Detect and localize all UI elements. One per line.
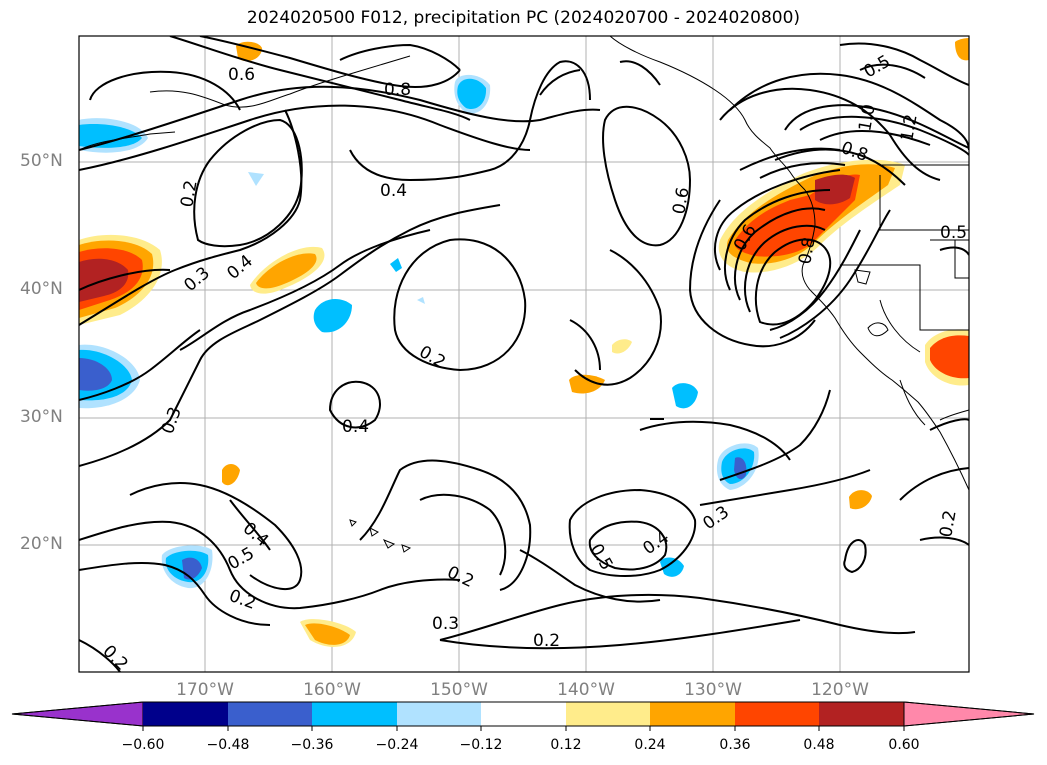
colorbar-tick-label: −0.48 — [206, 737, 250, 753]
contour-label: 0.5 — [861, 51, 894, 82]
contour-label: 1.0 — [855, 103, 879, 133]
lon-label-160w: 160°W — [303, 680, 361, 700]
colorbar-tick-label: 0.60 — [888, 737, 920, 753]
contour-label: 0.8 — [795, 236, 819, 266]
precip-pos-socal-2 — [930, 335, 969, 379]
precip-pos-160w-2 — [256, 253, 317, 289]
colorbar-bin — [143, 702, 228, 726]
lon-label-120w: 120°W — [811, 680, 869, 700]
colorbar-bin — [566, 702, 650, 726]
contour-label: 1.2 — [897, 113, 921, 143]
precip-shading — [79, 38, 969, 647]
contour-label: 0.8 — [384, 80, 411, 100]
colorbar-bin — [397, 702, 481, 726]
colorbar — [11, 701, 1035, 731]
contour-label: 0.3 — [180, 263, 214, 296]
contour-lines — [79, 36, 969, 672]
contour-label: 0.4 — [639, 527, 673, 559]
contour-label: 0.4 — [342, 417, 369, 437]
contour-label: 0.2 — [533, 631, 560, 651]
coastlines — [79, 36, 969, 553]
colorbar-tick-label: −0.36 — [290, 737, 334, 753]
colorbar-bin — [481, 702, 566, 726]
lon-label-140w: 140°W — [557, 680, 615, 700]
lat-label-30n: 30°N — [20, 407, 63, 427]
map-frame — [78, 35, 970, 673]
map-title: 2024020500 F012, precipitation PC (20240… — [246, 8, 801, 28]
colorbar-bin — [312, 702, 397, 726]
colorbar-bin — [819, 702, 904, 726]
contour-label: 0.4 — [380, 181, 407, 201]
lon-label-130w: 130°W — [684, 680, 742, 700]
colorbar-bin — [735, 702, 819, 726]
colorbar-tick-label: −0.12 — [459, 737, 503, 753]
colorbar-tick-label: 0.48 — [803, 737, 835, 753]
lon-label-170w: 170°W — [176, 680, 234, 700]
colorbar-extend-low — [11, 701, 144, 727]
contour-label: 0.2 — [936, 509, 960, 539]
contour-label: 0.4 — [223, 251, 257, 284]
contour-label: 0.3 — [432, 614, 459, 634]
colorbar-tick-label: −0.24 — [375, 737, 419, 753]
contour-label: 0.5 — [940, 223, 967, 243]
contour-label: 0.6 — [669, 186, 693, 216]
contour-label: 0.2 — [177, 179, 201, 209]
contour-label: 0.3 — [158, 404, 186, 436]
contour-label: 0.2 — [444, 562, 477, 592]
lat-label-40n: 40°N — [20, 279, 63, 299]
precip-pos-pacnw-4 — [815, 174, 855, 205]
colorbar-extend-high — [903, 701, 1035, 727]
contour-label: 0.3 — [699, 502, 733, 534]
contour-label: 0.2 — [226, 586, 258, 614]
contour-labels: 0.6 0.8 0.5 1.0 1.2 0.2 0.4 0.8 0.6 0.6 … — [98, 51, 967, 674]
lat-label-50n: 50°N — [20, 151, 63, 171]
colorbar-bin — [228, 702, 312, 726]
contour-label: 0.2 — [98, 641, 131, 674]
lon-label-150w: 150°W — [430, 680, 488, 700]
lat-label-20n: 20°N — [20, 534, 63, 554]
colorbar-tick-label: 0.24 — [634, 737, 666, 753]
colorbar-tick-label: 0.12 — [550, 737, 582, 753]
colorbar-tick-label: −0.60 — [121, 737, 165, 753]
contour-label: 0.6 — [228, 65, 255, 85]
colorbar-tick-label: 0.36 — [719, 737, 751, 753]
colorbar-bin — [650, 702, 735, 726]
